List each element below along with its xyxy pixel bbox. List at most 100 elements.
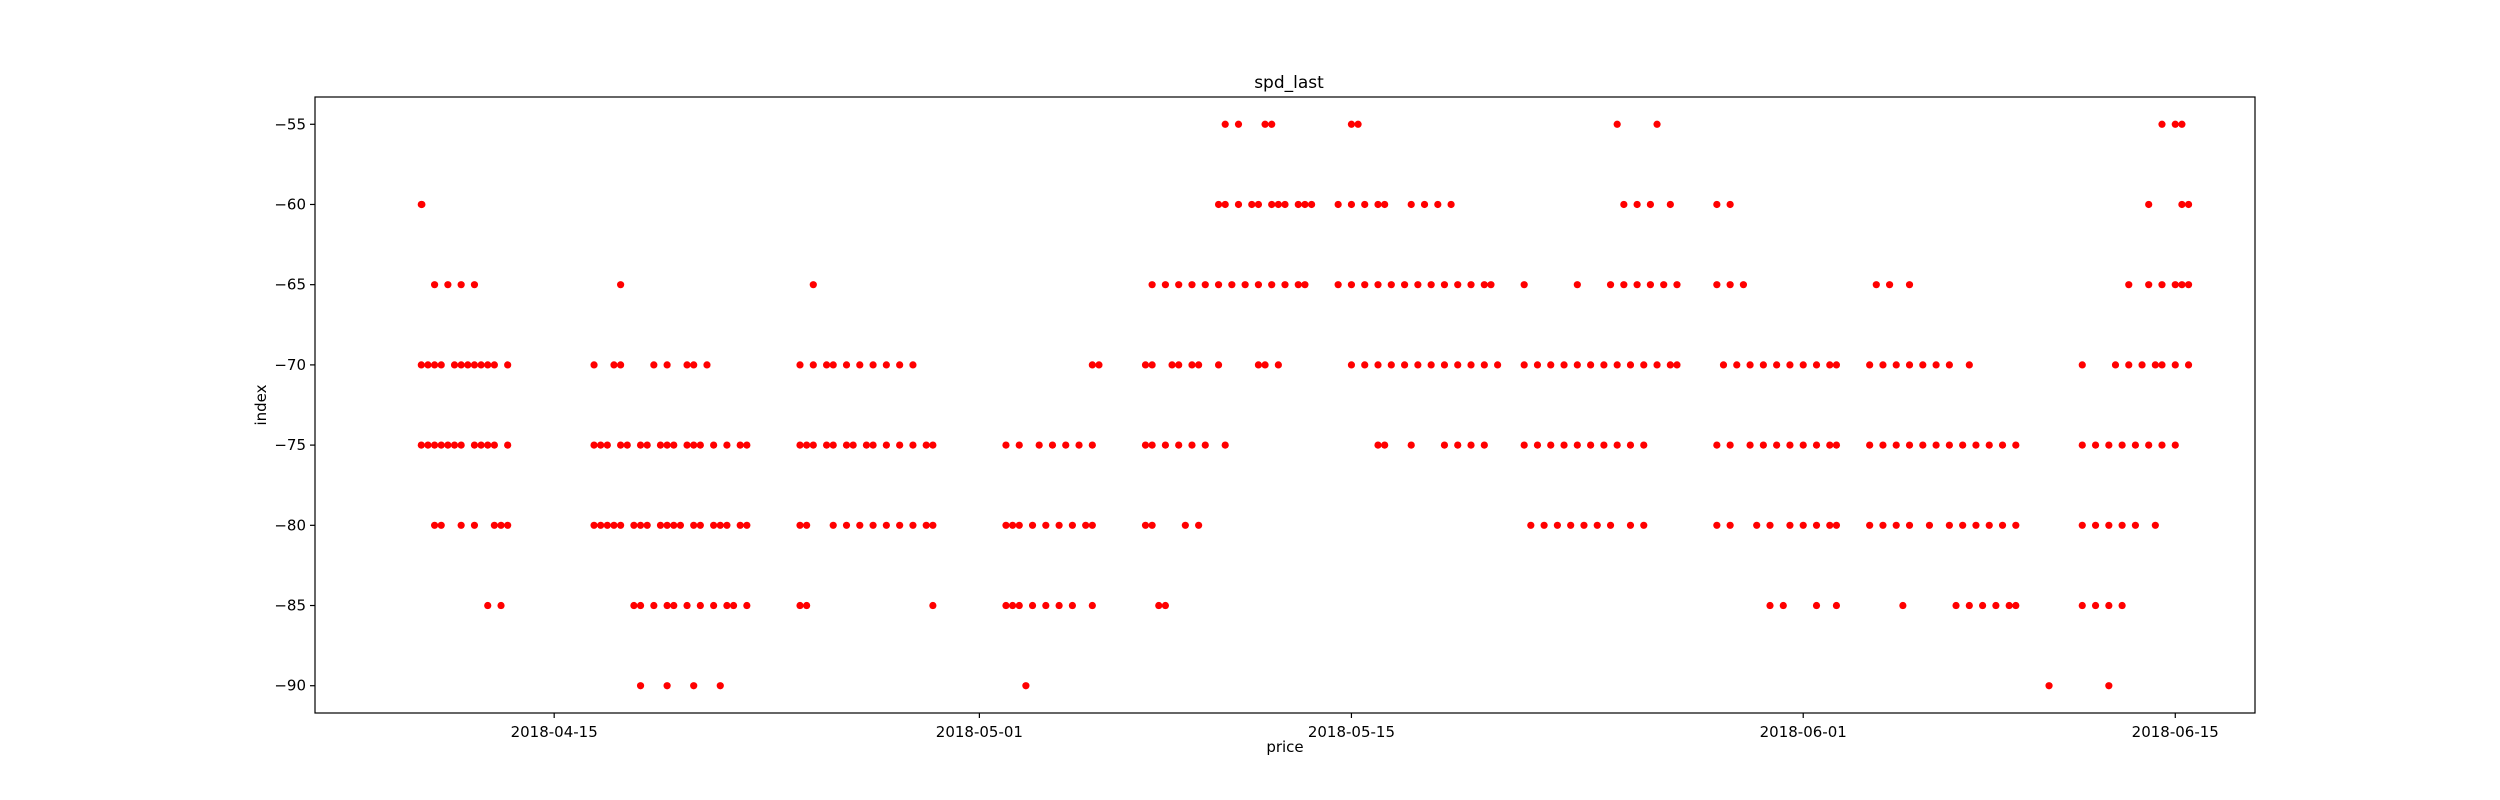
data-point — [650, 601, 658, 610]
data-point — [630, 601, 638, 610]
data-point — [1414, 361, 1422, 369]
x-tick-label: 2018-06-15 — [2132, 723, 2219, 741]
data-point — [1587, 361, 1595, 369]
data-point — [1786, 361, 1794, 369]
data-point — [1281, 281, 1289, 289]
data-point — [1480, 361, 1488, 369]
data-point — [796, 601, 804, 610]
data-point — [683, 361, 691, 369]
data-point — [1799, 361, 1807, 369]
data-point — [1633, 281, 1641, 289]
data-point — [1188, 361, 1196, 369]
data-point — [1228, 281, 1236, 289]
data-point — [1879, 441, 1887, 449]
data-point — [1175, 441, 1183, 449]
data-point — [1879, 521, 1887, 529]
data-point — [1042, 521, 1050, 529]
data-point — [1068, 521, 1076, 529]
data-point — [1042, 601, 1050, 610]
data-point — [1866, 441, 1874, 449]
data-point — [1547, 361, 1555, 369]
data-point — [1753, 521, 1761, 529]
data-point — [1932, 441, 1940, 449]
data-point — [437, 361, 445, 369]
data-point — [703, 361, 711, 369]
data-point — [1141, 521, 1150, 529]
data-point — [1547, 441, 1555, 449]
data-point — [1600, 361, 1608, 369]
y-tick-label: −80 — [274, 516, 306, 534]
data-point — [729, 601, 738, 610]
y-tick-label: −85 — [274, 597, 306, 615]
data-point — [1905, 361, 1914, 369]
data-point — [710, 601, 718, 610]
data-point — [1713, 441, 1721, 449]
data-point — [1653, 120, 1661, 128]
data-point — [2045, 682, 2053, 690]
data-point — [2105, 601, 2113, 610]
data-point — [896, 521, 904, 529]
data-point — [1985, 521, 1993, 529]
data-point — [1520, 281, 1528, 289]
data-point — [430, 281, 439, 289]
data-point — [2105, 441, 2113, 449]
y-tick-label: −65 — [274, 276, 306, 294]
data-point — [630, 521, 638, 529]
data-point — [617, 521, 625, 529]
data-point — [2118, 521, 2126, 529]
data-point — [1221, 441, 1229, 449]
data-point — [1082, 521, 1090, 529]
data-point — [1826, 361, 1834, 369]
data-point — [437, 521, 445, 529]
data-point — [450, 441, 459, 449]
data-point — [1374, 441, 1382, 449]
data-point — [1773, 361, 1781, 369]
data-point — [869, 441, 877, 449]
data-point — [1640, 521, 1648, 529]
data-point — [457, 281, 465, 289]
data-point — [1573, 361, 1581, 369]
data-point — [504, 361, 512, 369]
data-point — [1560, 361, 1568, 369]
data-point — [1407, 441, 1415, 449]
data-point — [1972, 521, 1980, 529]
data-point — [2145, 281, 2153, 289]
data-point — [1088, 521, 1096, 529]
data-point — [723, 521, 731, 529]
data-point — [1214, 281, 1223, 289]
data-point — [1440, 441, 1449, 449]
data-point — [1872, 281, 1880, 289]
data-point — [1487, 281, 1495, 289]
data-point — [1779, 601, 1787, 610]
data-point — [1075, 441, 1083, 449]
data-point — [424, 441, 432, 449]
data-point — [1919, 441, 1927, 449]
data-point — [882, 361, 890, 369]
data-point — [1347, 281, 1356, 289]
data-point — [656, 441, 665, 449]
data-point — [1201, 281, 1209, 289]
data-point — [1713, 521, 1721, 529]
data-point — [1454, 361, 1462, 369]
data-point — [2005, 601, 2013, 610]
data-point — [1334, 200, 1342, 209]
data-point — [444, 441, 452, 449]
data-point — [1374, 281, 1382, 289]
data-point — [1766, 521, 1774, 529]
data-point — [1979, 601, 1987, 610]
data-point — [1606, 281, 1615, 289]
data-point — [2105, 682, 2113, 690]
data-point — [1892, 441, 1900, 449]
x-tick-label: 2018-05-15 — [1308, 723, 1395, 741]
data-point — [490, 441, 498, 449]
data-point — [1248, 200, 1256, 209]
data-point — [1573, 281, 1581, 289]
data-point — [869, 521, 877, 529]
data-point — [1274, 200, 1282, 209]
data-point — [1467, 441, 1475, 449]
data-point — [862, 441, 871, 449]
data-point — [2091, 521, 2100, 529]
data-point — [1759, 361, 1767, 369]
data-point — [457, 361, 465, 369]
data-point — [1626, 521, 1635, 529]
